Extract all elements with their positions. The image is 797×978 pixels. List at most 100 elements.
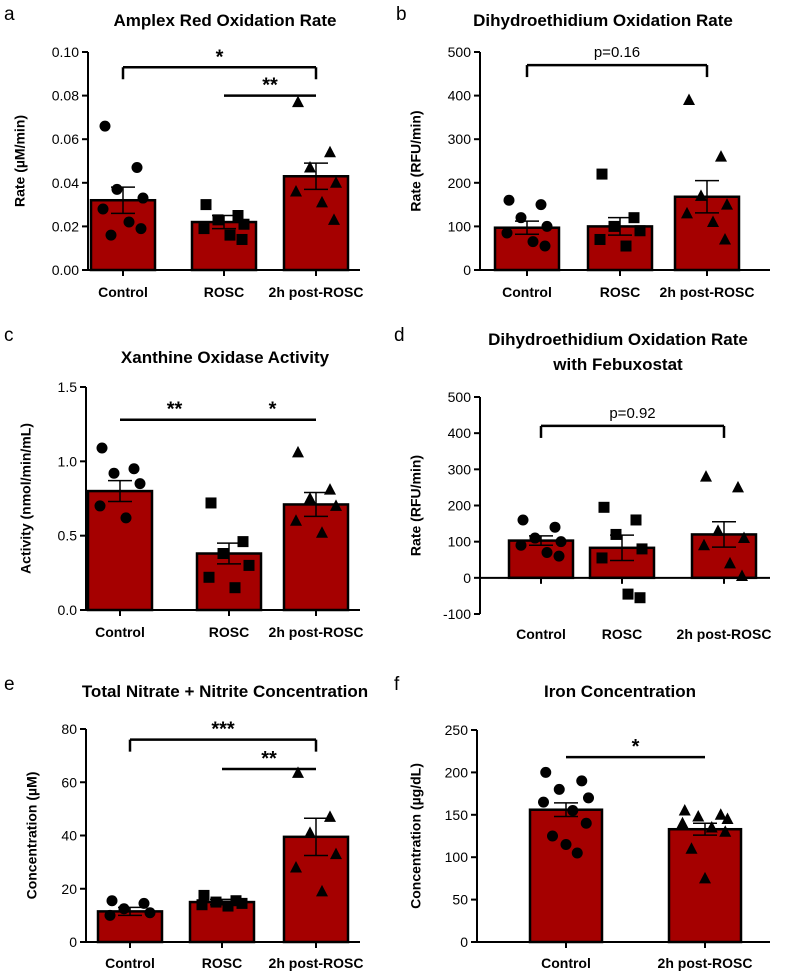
data-point [501,227,513,239]
data-point [229,582,241,594]
data-point [596,552,608,564]
data-point [721,812,734,825]
significance-label: ** [167,399,183,421]
x-tick-label: Control [516,626,566,642]
data-point [547,830,558,842]
x-tick-label: 2h post-ROSC [269,624,364,640]
data-point [539,240,551,252]
y-tick-label: 200 [448,175,472,191]
bar-2h-post-rosc [667,827,743,944]
data-point [106,895,118,907]
data-point [138,897,150,909]
data-point [304,826,316,838]
y-tick-label: 500 [448,389,472,405]
data-point [628,212,640,224]
data-point [238,218,250,230]
data-point [212,214,224,226]
p-value-label: p=0.16 [594,44,640,61]
y-tick-label: 200 [448,498,472,514]
x-tick-label: ROSC [602,626,642,642]
data-point [517,514,529,526]
data-point [622,588,634,600]
y-axis-label: Activity (nmol/min/mL) [17,423,33,574]
data-point [108,467,120,479]
y-tick-label: 400 [448,425,472,441]
x-tick-label: Control [105,955,155,971]
data-point [732,480,744,493]
data-point [620,240,632,252]
data-point [120,512,132,524]
data-point [634,225,646,237]
data-point [290,514,302,526]
data-point [292,445,304,458]
y-tick-label: 300 [448,131,472,147]
y-tick-label: 40 [61,828,77,844]
data-point [503,194,515,206]
data-point [541,220,553,232]
significance-label: ** [261,748,277,770]
bar-control [528,808,604,944]
y-tick-label: 0.08 [52,88,79,104]
x-tick-label: ROSC [600,284,640,300]
y-tick-label: 0.02 [52,218,79,234]
y-tick-label: 1.0 [58,453,78,469]
y-tick-label: 100 [448,218,472,234]
x-tick-label: 2h post-ROSC [677,626,772,642]
data-point [324,810,336,822]
data-point [330,847,342,860]
chart-panel-a: a Amplex Red Oxidation Rate Rate (µM/min) 0… [4,4,363,300]
data-point [596,168,608,180]
chart-title: Xanthine Oxidase Activity [121,348,330,367]
data-point [230,895,242,907]
x-tick-label: Control [502,284,552,300]
data-point [237,536,249,548]
data-point [700,470,712,482]
x-tick-label: ROSC [204,284,244,300]
significance-label: * [269,399,277,421]
data-point [292,95,304,108]
data-point [111,183,123,195]
y-axis-label: Rate (RFU/min) [407,110,423,211]
y-tick-label: 500 [448,44,472,60]
data-point [304,492,316,504]
data-point [330,499,342,511]
data-point [96,442,108,454]
x-tick-label: Control [541,955,591,971]
data-point [571,847,583,859]
significance-label: *** [211,719,235,741]
y-tick-label: 200 [445,764,469,780]
data-point [724,556,736,569]
y-tick-label: 150 [445,807,469,823]
x-tick-label: Control [98,284,148,300]
significance-label: ** [262,75,278,97]
y-tick-label: 250 [445,722,469,738]
data-point [324,145,336,158]
data-point [134,478,146,490]
data-point [714,808,727,820]
data-point [232,210,244,221]
y-axis-label: Concentration (µM) [23,772,39,900]
x-tick-label: 2h post-ROSC [660,284,755,300]
panel-letter: c [4,325,14,346]
data-point [692,809,705,822]
panel-letter: f [394,674,400,695]
data-point [224,229,236,241]
data-point [580,817,592,829]
chart-panel-b: b Dihydroethidium Oxidation Rate Rate (RFU… [396,4,770,300]
data-point [553,550,565,562]
data-point [222,900,234,912]
chart-panel-e: e Total Nitrate + Nitrite Concentration Co… [4,674,368,971]
data-point [555,536,567,548]
data-point [630,514,642,526]
data-point [683,93,695,105]
panel-letter: d [394,325,405,346]
data-point [594,233,606,245]
chart-title: Amplex Red Oxidation Rate [114,11,337,30]
data-point [203,571,215,583]
y-tick-label: 0.5 [58,528,78,544]
x-tick-label: 2h post-ROSC [658,955,753,971]
y-tick-label: 0.06 [52,131,79,147]
data-point [705,821,718,833]
y-tick-label: 0 [463,262,471,278]
